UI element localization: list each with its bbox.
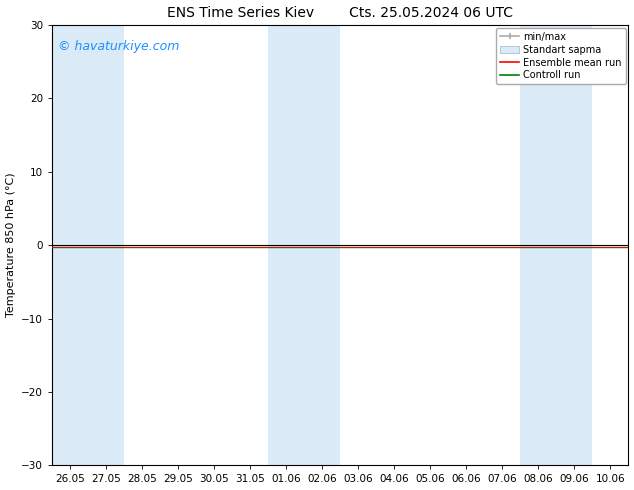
Legend: min/max, Standart sapma, Ensemble mean run, Controll run: min/max, Standart sapma, Ensemble mean r… bbox=[496, 28, 626, 84]
Bar bbox=[268, 25, 340, 465]
Text: © havaturkiye.com: © havaturkiye.com bbox=[58, 40, 179, 53]
Y-axis label: Temperature 850 hPa (°C): Temperature 850 hPa (°C) bbox=[6, 173, 16, 318]
Bar bbox=[521, 25, 592, 465]
Bar bbox=[52, 25, 124, 465]
Title: ENS Time Series Kiev        Cts. 25.05.2024 06 UTC: ENS Time Series Kiev Cts. 25.05.2024 06 … bbox=[167, 5, 514, 20]
